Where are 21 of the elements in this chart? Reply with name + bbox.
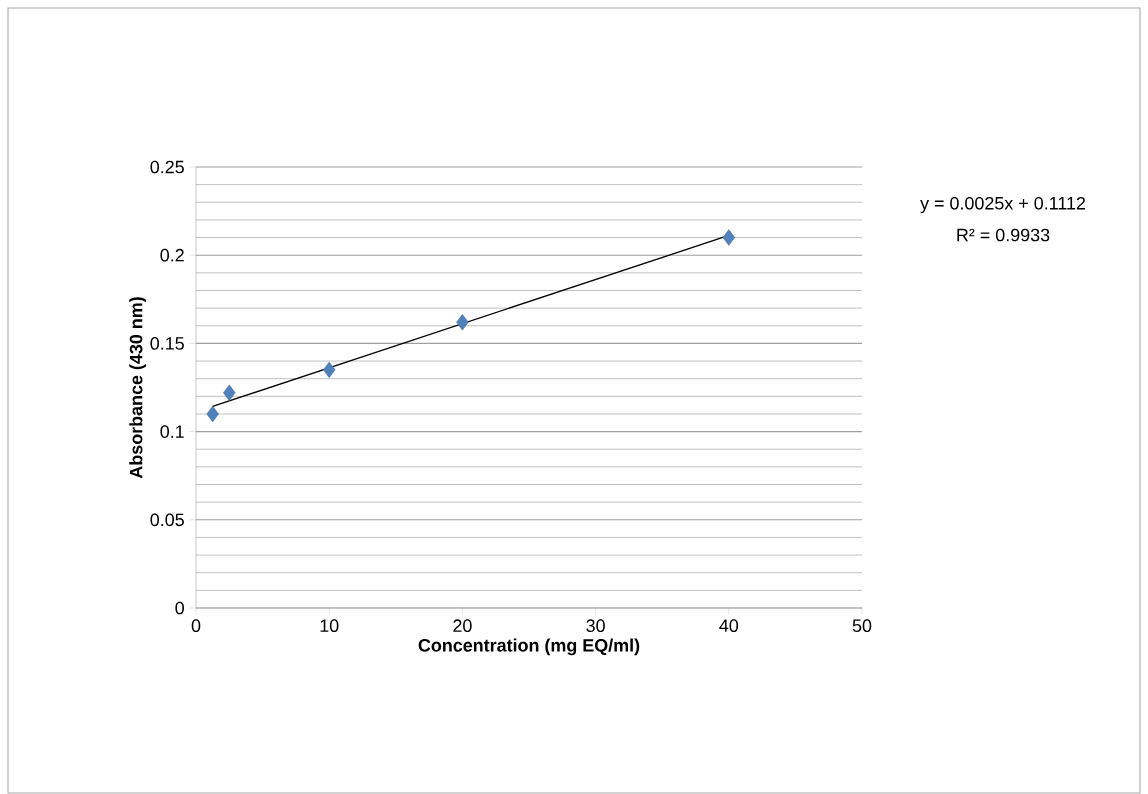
- y-tick-label: 0.05: [150, 513, 184, 527]
- x-tick-label: 20: [453, 619, 472, 633]
- point: [456, 314, 469, 331]
- x-axis-title: Concentration (mg EQ/ml): [418, 638, 640, 656]
- y-axis-title: Absorbance (430 nm): [129, 297, 146, 479]
- y-tick-label: 0.15: [150, 337, 184, 350]
- y-tick-label: 0.1: [160, 425, 184, 438]
- x-tick-label: 50: [852, 619, 872, 633]
- text: y = 0.0025x + 0.1112: [920, 196, 1086, 214]
- y-tick-label: 0.2: [160, 248, 184, 262]
- x-tick-label: 40: [719, 619, 739, 633]
- y-tick-label: 0.25: [150, 160, 184, 174]
- text: R² = 0.9933: [957, 228, 1050, 242]
- x-tick-label: 30: [586, 619, 605, 633]
- point: [323, 361, 336, 379]
- x-tick-label: 10: [320, 619, 339, 633]
- y-tick-label: 0: [175, 601, 184, 615]
- x-tick-label: 0: [191, 619, 201, 633]
- point: [722, 229, 735, 246]
- point: [206, 405, 219, 423]
- point: [223, 384, 236, 401]
